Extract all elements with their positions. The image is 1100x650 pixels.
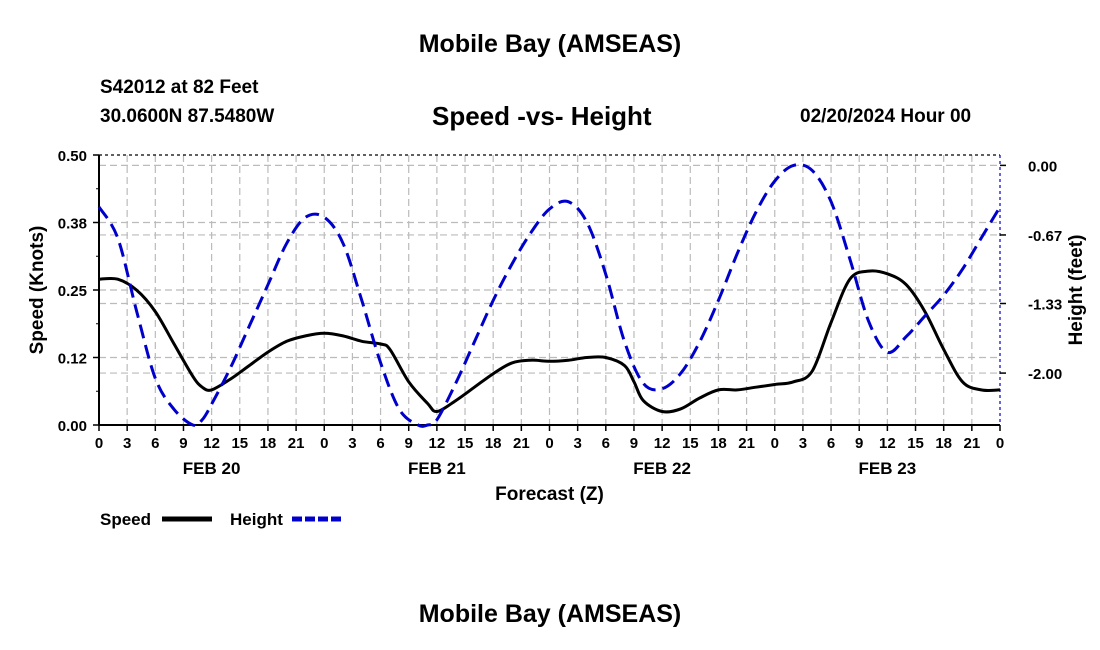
x-tick-label: 15 — [457, 435, 474, 452]
x-tick-label: 15 — [231, 435, 248, 452]
x-tick-label: 6 — [827, 435, 835, 452]
second-chart-title: Mobile Bay (AMSEAS) — [418, 600, 682, 628]
x-tick-label: 0 — [95, 435, 103, 452]
x-day-label: FEB 22 — [633, 459, 691, 478]
x-tick-label: 9 — [405, 435, 413, 452]
x-day-label: FEB 21 — [408, 459, 466, 478]
x-day-label: FEB 20 — [183, 459, 241, 478]
forecast-datetime: 02/20/2024 Hour 00 — [800, 106, 972, 127]
y2-tick-label: 0.00 — [1028, 158, 1057, 175]
x-tick-label: 0 — [545, 435, 553, 452]
x-tick-label: 21 — [288, 435, 305, 452]
x-tick-label: 18 — [935, 435, 952, 452]
x-tick-label: 3 — [573, 435, 581, 452]
x-tick-label: 21 — [513, 435, 530, 452]
x-tick-label: 3 — [348, 435, 356, 452]
y-axis-title: Speed (Knots) — [27, 226, 48, 355]
x-tick-label: 21 — [964, 435, 981, 452]
chart-subtitle: Speed -vs- Height — [432, 101, 652, 131]
y2-tick-label: -1.33 — [1028, 297, 1062, 314]
x-axis-title: Forecast (Z) — [495, 484, 604, 505]
y-tick-label: 0.38 — [58, 216, 87, 233]
x-tick-label: 12 — [203, 435, 220, 452]
x-tick-label: 15 — [907, 435, 924, 452]
x-tick-label: 12 — [654, 435, 671, 452]
x-tick-label: 6 — [376, 435, 384, 452]
y-tick-label: 0.12 — [58, 351, 87, 368]
x-tick-label: 9 — [179, 435, 187, 452]
x-tick-label: 21 — [738, 435, 755, 452]
y2-tick-label: -0.67 — [1028, 228, 1062, 245]
x-tick-label: 18 — [710, 435, 727, 452]
y-tick-label: 0.00 — [58, 418, 87, 435]
coordinates-label: 30.0600N 87.5480W — [100, 106, 275, 127]
x-tick-label: 0 — [771, 435, 779, 452]
y-tick-label: 0.25 — [58, 283, 87, 300]
x-tick-label: 15 — [682, 435, 699, 452]
x-tick-label: 3 — [799, 435, 807, 452]
x-tick-label: 0 — [320, 435, 328, 452]
x-day-label: FEB 23 — [859, 459, 917, 478]
x-tick-label: 3 — [123, 435, 131, 452]
y2-axis-title: Height (feet) — [1066, 235, 1087, 346]
x-tick-label: 6 — [151, 435, 159, 452]
legend-speed-label: Speed — [100, 510, 151, 529]
x-tick-label: 18 — [485, 435, 502, 452]
height-series-line — [97, 163, 1002, 428]
station-label: S42012 at 82 Feet — [100, 77, 259, 98]
x-tick-label: 6 — [602, 435, 610, 452]
x-tick-label: 0 — [996, 435, 1004, 452]
speed-series-line — [98, 269, 1001, 414]
y2-tick-label: -2.00 — [1028, 366, 1062, 383]
speed-height-chart: 0.00 0.12 0.25 0.38 0.50 0.00 -0.67 -1.33 -2.00 0… — [27, 148, 1087, 529]
chart-title: Mobile Bay (AMSEAS) — [418, 30, 682, 58]
x-tick-label: 12 — [879, 435, 896, 452]
x-tick-label: 18 — [260, 435, 277, 452]
x-tick-label: 9 — [855, 435, 863, 452]
y-tick-label: 0.50 — [58, 148, 87, 165]
x-tick-label: 12 — [429, 435, 446, 452]
legend-height-label: Height — [230, 510, 283, 529]
x-tick-label: 9 — [630, 435, 638, 452]
